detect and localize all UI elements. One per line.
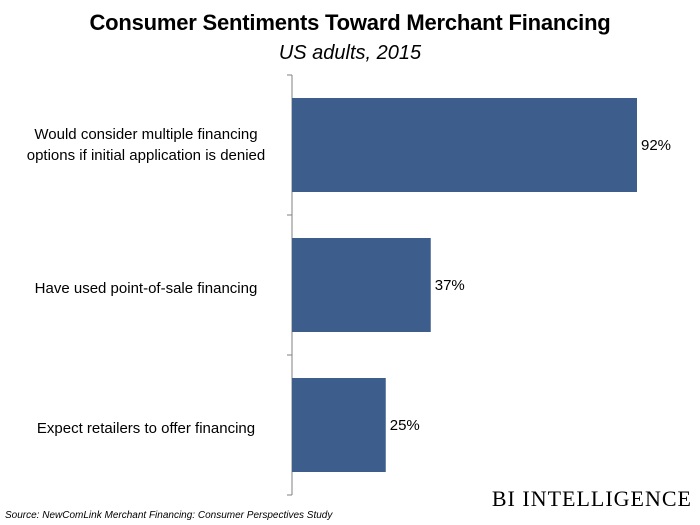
category-label-0: Would consider multiple financing option… <box>26 126 266 164</box>
value-label-2: 25% <box>390 417 420 434</box>
brand-logo: BI INTELLIGENCE <box>491 486 692 511</box>
category-label-1: Have used point-of-sale financing <box>34 280 258 297</box>
source-note: Source: NewComLink Merchant Financing: C… <box>5 510 333 521</box>
bar-1 <box>292 238 431 332</box>
chart-subtitle: US adults, 2015 <box>278 42 422 64</box>
value-label-1: 37% <box>435 277 465 294</box>
category-label-2: Expect retailers to offer financing <box>36 420 256 437</box>
chart-title: Consumer Sentiments Toward Merchant Fina… <box>89 10 611 35</box>
value-label-0: 92% <box>641 137 671 154</box>
bar-2 <box>292 378 386 472</box>
bar-0 <box>292 98 637 192</box>
